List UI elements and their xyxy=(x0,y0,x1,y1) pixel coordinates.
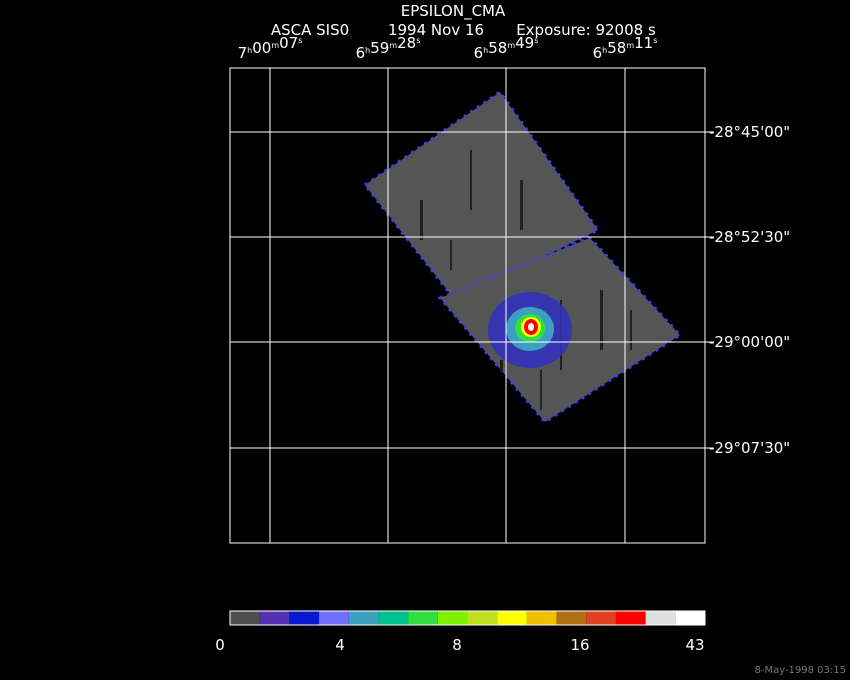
ra-label: 6h59m28s xyxy=(356,34,421,62)
colorbar-swatch xyxy=(378,611,409,625)
colorbar xyxy=(229,610,706,626)
colorbar-swatch xyxy=(348,611,379,625)
grid xyxy=(229,67,714,544)
source-core xyxy=(528,323,534,331)
instrument: ASCA SIS0 xyxy=(271,21,349,39)
ra-value: 6 xyxy=(593,44,603,62)
ra-label: 6h58m49s xyxy=(474,34,539,62)
ra-unit: s xyxy=(416,36,420,45)
date: 1994 Nov 16 xyxy=(388,21,484,39)
dec-label: -28°45'00" xyxy=(709,123,790,141)
chip-upper xyxy=(362,89,601,302)
ra-value: 6 xyxy=(356,44,366,62)
colorbar-swatch xyxy=(675,611,705,625)
ra-unit: s xyxy=(534,36,538,45)
ra-value: 7 xyxy=(238,44,248,62)
colorbar-swatch xyxy=(259,611,290,625)
ra-unit: h xyxy=(365,46,370,55)
ra-unit: m xyxy=(389,41,397,50)
colorbar-swatch xyxy=(408,611,438,625)
colorbar-swatch xyxy=(645,611,676,625)
ra-value: 58 xyxy=(488,39,507,57)
colorbar-swatch xyxy=(437,611,468,625)
dec-labels: -28°45'00" -28°52'30" -29°00'00" -29°07'30" xyxy=(709,123,790,457)
colorbar-swatch xyxy=(586,611,616,625)
colorbar-label: 0 xyxy=(215,636,225,654)
colorbar-swatch xyxy=(230,611,260,625)
exposure: Exposure: 92008 s xyxy=(516,21,656,39)
colorbar-swatch xyxy=(319,611,349,625)
colorbar-swatch xyxy=(615,611,646,625)
colorbar-label: 43 xyxy=(685,636,704,654)
colorbar-label: 4 xyxy=(335,636,345,654)
ra-value: 11 xyxy=(634,34,653,52)
colorbar-swatch xyxy=(526,611,557,625)
ra-value: 59 xyxy=(370,39,389,57)
ra-label: 7h00m07s xyxy=(238,34,303,62)
sky-image xyxy=(362,89,683,424)
dec-label: -29°07'30" xyxy=(709,439,790,457)
ra-value: 00 xyxy=(252,39,271,57)
title: EPSILON_CMA xyxy=(401,2,506,21)
ra-unit: h xyxy=(602,46,607,55)
ra-unit: h xyxy=(247,46,252,55)
colorbar-swatch xyxy=(467,611,498,625)
ra-unit: m xyxy=(626,41,634,50)
ra-label: 6h58m11s xyxy=(593,34,658,62)
timestamp: 8-May-1998 03:15 xyxy=(754,665,846,676)
colorbar-swatch xyxy=(289,611,320,625)
ra-unit: h xyxy=(483,46,488,55)
ra-value: 49 xyxy=(515,34,534,52)
ra-unit: s xyxy=(653,36,657,45)
colorbar-label: 8 xyxy=(452,636,462,654)
colorbar-frame xyxy=(229,610,706,626)
ra-unit: m xyxy=(507,41,515,50)
colorbar-swatch xyxy=(556,611,587,625)
ra-unit: s xyxy=(298,36,302,45)
ra-unit: m xyxy=(271,41,279,50)
ra-value: 28 xyxy=(397,34,416,52)
colorbar-label: 16 xyxy=(570,636,589,654)
ra-value: 07 xyxy=(279,34,298,52)
dec-label: -29°00'00" xyxy=(709,333,790,351)
dec-label: -28°52'30" xyxy=(709,228,790,246)
frame xyxy=(229,67,706,544)
colorbar-swatch xyxy=(497,611,527,625)
ra-value: 6 xyxy=(474,44,484,62)
ra-value: 58 xyxy=(607,39,626,57)
